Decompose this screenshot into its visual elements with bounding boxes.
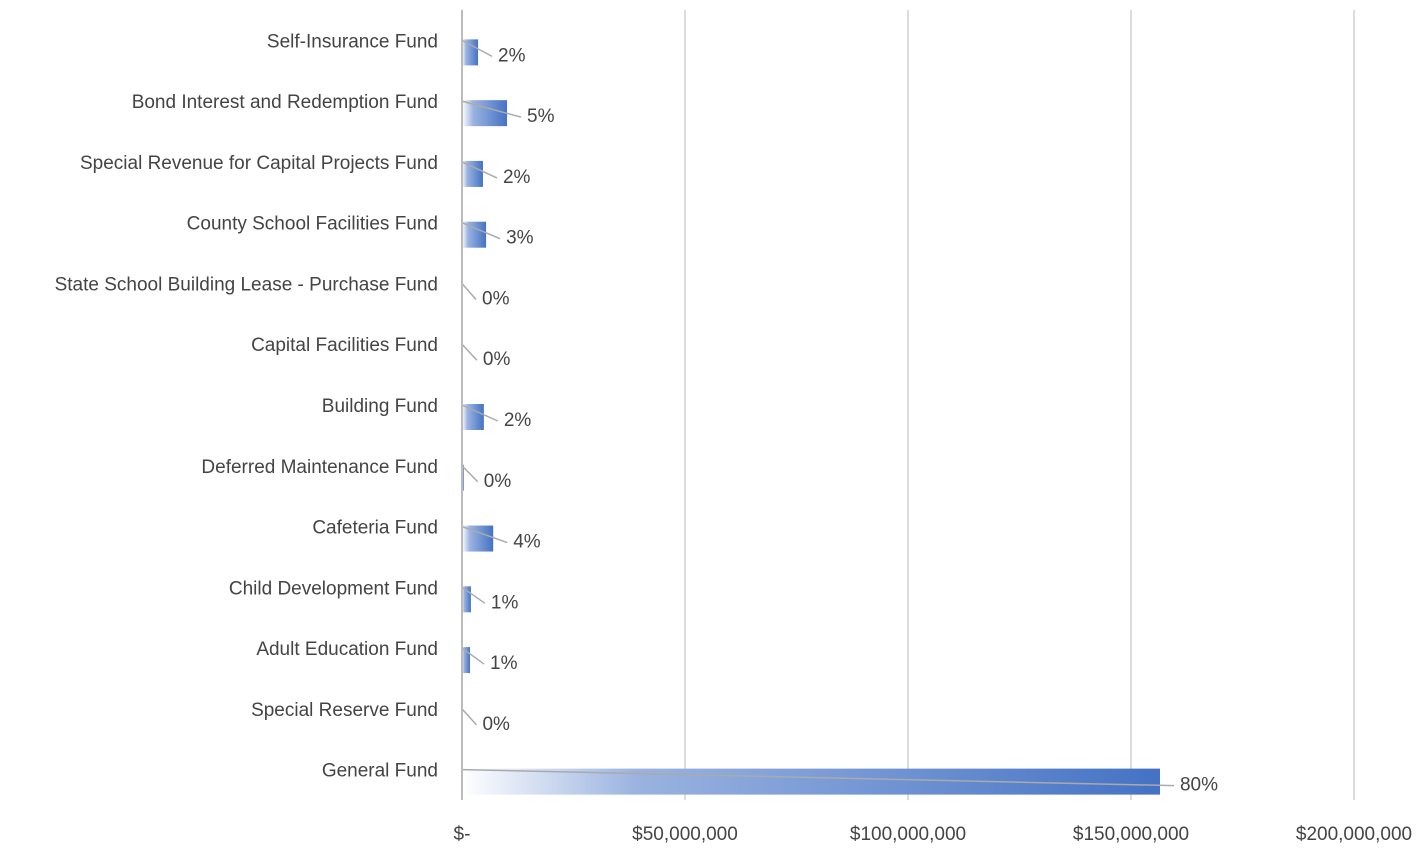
x-tick-label: $-	[454, 824, 471, 845]
data-label: 1%	[491, 592, 519, 613]
y-tick-label: Building Fund	[322, 396, 438, 417]
data-label: 4%	[513, 532, 541, 553]
bar	[462, 221, 487, 248]
data-label: 2%	[498, 45, 526, 66]
data-label: 0%	[484, 471, 512, 492]
data-label: 1%	[490, 653, 518, 674]
data-label: 0%	[482, 288, 510, 309]
y-tick-label: Child Development Fund	[229, 578, 438, 599]
leader-line	[461, 768, 1175, 787]
leader-line	[461, 404, 499, 422]
y-tick-label: Special Reserve Fund	[251, 700, 438, 721]
y-tick-label: County School Facilities Fund	[187, 214, 438, 235]
data-label: 2%	[504, 410, 532, 431]
leader-line	[461, 708, 478, 726]
x-tick-label: $100,000,000	[850, 824, 966, 845]
bar	[462, 160, 483, 187]
y-tick-label: Bond Interest and Redemption Fund	[132, 92, 438, 113]
y-tick-label: Deferred Maintenance Fund	[201, 457, 438, 478]
data-label: 0%	[482, 714, 510, 735]
leader-line	[461, 39, 493, 58]
bar	[462, 586, 471, 613]
bar	[462, 100, 508, 127]
y-tick-label: Special Revenue for Capital Projects Fun…	[80, 153, 438, 174]
bar	[462, 39, 479, 66]
x-tick-label: $50,000,000	[632, 824, 738, 845]
bar	[462, 404, 484, 430]
leader-line	[461, 282, 477, 300]
y-tick-label: Self-Insurance Fund	[267, 31, 438, 52]
leader-line	[461, 343, 478, 361]
x-tick-label: $200,000,000	[1296, 824, 1412, 845]
data-label: 2%	[503, 167, 531, 188]
y-tick-label: Adult Education Fund	[256, 639, 438, 660]
y-tick-label: State School Building Lease - Purchase F…	[55, 274, 438, 295]
y-tick-label: General Fund	[322, 761, 438, 782]
data-label: 0%	[483, 349, 511, 370]
data-label: 80%	[1180, 775, 1218, 796]
leader-line	[461, 161, 498, 179]
leader-line	[461, 222, 501, 240]
data-label: 5%	[527, 106, 555, 127]
bar	[462, 525, 494, 552]
leader-line	[461, 465, 479, 483]
leader-line	[461, 525, 508, 544]
x-tick-label: $150,000,000	[1073, 824, 1189, 845]
y-tick-label: Cafeteria Fund	[312, 518, 438, 539]
bar	[462, 647, 471, 674]
leader-line	[461, 100, 522, 118]
y-tick-label: Capital Facilities Fund	[251, 335, 438, 356]
data-label: 3%	[506, 228, 534, 249]
leader-line	[461, 647, 485, 665]
leader-line	[461, 586, 486, 604]
